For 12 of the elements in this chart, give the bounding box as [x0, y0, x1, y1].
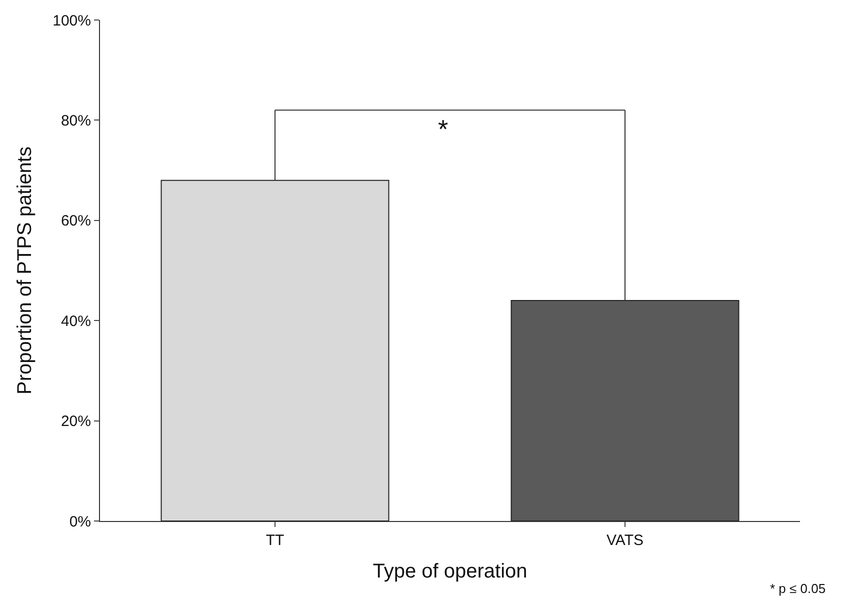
y-tick-label: 40%: [60, 312, 91, 330]
x-axis-title: Type of operation: [372, 560, 528, 582]
y-tick-label: 20%: [60, 413, 91, 430]
y-tick-label: 60%: [60, 212, 91, 230]
x-tick-label: VATS: [606, 532, 644, 549]
y-tick-label: 0%: [69, 513, 91, 530]
y-tick-label: 80%: [60, 112, 91, 130]
x-tick-label: TT: [266, 532, 284, 549]
y-tick-label: 100%: [52, 12, 91, 30]
text: * p ≤ 0.05: [770, 581, 826, 596]
annotation: *: [438, 114, 448, 144]
y-axis-title: Proportion of PTPS patients: [14, 146, 36, 394]
